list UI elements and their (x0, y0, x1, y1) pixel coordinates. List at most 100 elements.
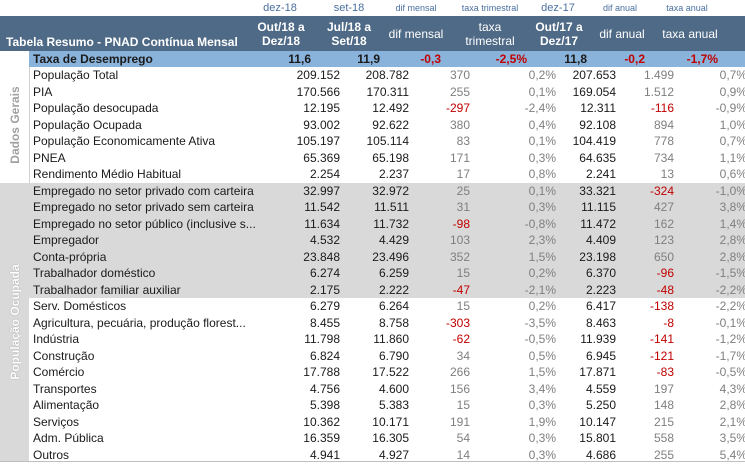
value-taxa-anual: 2,1% (719, 414, 745, 429)
value-previous: 92.622 (372, 117, 409, 132)
period-year-ago-label: dez-17 (541, 2, 575, 14)
row-label: Indústria (33, 332, 80, 346)
value-taxa-anual: 0,7% (719, 134, 745, 148)
value-taxa-trimestral: 0,3% (528, 431, 556, 445)
unemployment-dif-mensal: -0,3 (420, 52, 441, 66)
value-year-ago: 64.635 (579, 150, 616, 165)
row-label: PIA (33, 84, 53, 99)
value-dif-anual: 162 (653, 216, 674, 231)
table-row: Alimentação 5.398 5.383 15 0,3% 5.250 148 2,8% (29, 397, 745, 414)
table-row: Rendimento Médio Habitual 2.254 2.237 17 0,8… (29, 166, 745, 183)
value-taxa-anual: -0,9% (715, 101, 745, 115)
value-taxa-anual: -0,1% (715, 315, 745, 330)
value-taxa-anual: 4,3% (719, 381, 745, 396)
table-row: Agricultura, pecuária, produção florest.… (29, 315, 745, 332)
value-dif-mensal: 83 (456, 134, 470, 148)
value-current: 170.566 (296, 84, 340, 99)
table-row: População Total 209.152 208.782 370 0,2% 207.… (29, 67, 745, 84)
value-dif-anual: -116 (650, 101, 674, 115)
unemployment-previous: 11,9 (357, 52, 380, 66)
value-taxa-anual: 1,1% (719, 150, 745, 165)
value-dif-anual: 1.499 (643, 68, 674, 82)
unemployment-taxa-anual: -1,7% (686, 52, 718, 66)
value-year-ago: 11.115 (581, 200, 616, 214)
value-dif-mensal: 54 (456, 431, 470, 445)
value-taxa-anual: 0,6% (719, 167, 745, 181)
row-label: Empregador (33, 233, 100, 247)
value-dif-anual: 778 (653, 134, 674, 148)
row-label: Adm. Pública (33, 431, 104, 445)
table-row: Comércio 17.788 17.522 266 1,5% 17.871 -83 -0,5… (29, 364, 745, 381)
value-dif-mensal: -303 (445, 315, 470, 330)
period-previous-label: set-18 (333, 2, 365, 14)
value-year-ago: 6.945 (585, 348, 616, 363)
value-current: 65.369 (303, 150, 340, 165)
table-row: Empregado no setor público (inclusive s.… (29, 215, 745, 232)
table-row: Transportes 4.756 4.600 156 3,4% 4.559 197 4,3% (29, 381, 745, 398)
value-taxa-trimestral: 0,3% (528, 398, 556, 412)
table-title: Tabela Resumo - PNAD Contínua Mensal (6, 35, 238, 49)
value-previous: 23.496 (372, 249, 409, 264)
unemployment-current: 11,6 (288, 52, 311, 66)
value-year-ago: 4.409 (585, 233, 616, 247)
value-dif-mensal: 103 (449, 233, 470, 247)
value-dif-anual: 427 (653, 200, 674, 214)
row-label: Agricultura, pecuária, produção florest.… (33, 315, 246, 330)
table-bottom-border (0, 461, 745, 462)
value-dif-mensal: 380 (449, 117, 470, 132)
value-current: 2.254 (309, 167, 340, 181)
value-current: 12.195 (303, 101, 340, 115)
table-row: PIA 170.566 170.311 255 0,1% 169.054 1.512 0,9% (29, 84, 745, 101)
header-col-previous: Jul/18 a Set/18 (326, 19, 372, 48)
value-year-ago: 23.198 (579, 249, 616, 264)
value-dif-mensal: 34 (456, 348, 470, 363)
value-previous: 16.305 (372, 431, 409, 445)
value-dif-mensal: 171 (449, 150, 470, 165)
row-label: Trabalhador doméstico (33, 266, 156, 280)
value-taxa-trimestral: 0,1% (528, 134, 556, 148)
value-taxa-anual: 3,5% (719, 431, 745, 445)
value-year-ago: 6.417 (585, 299, 616, 313)
value-dif-mensal: 352 (449, 249, 470, 264)
row-label: Comércio (33, 365, 85, 379)
value-taxa-anual: 1,0% (719, 117, 745, 132)
value-taxa-trimestral: 0,3% (528, 447, 556, 462)
value-year-ago: 11.939 (580, 332, 616, 346)
value-taxa-trimestral: 0,8% (528, 167, 556, 181)
value-dif-anual: 734 (653, 150, 674, 165)
value-taxa-anual: 3,8% (719, 200, 745, 214)
value-dif-mensal: -297 (445, 101, 470, 115)
value-current: 93.002 (303, 117, 340, 132)
taxa-anual-top-label: taxa anual (666, 3, 708, 13)
table-row: Conta-própria 23.848 23.496 352 1,5% 23.198 65… (29, 248, 745, 265)
value-current: 4.756 (309, 381, 340, 396)
value-year-ago: 5.250 (585, 398, 616, 412)
value-taxa-trimestral: -0,5% (524, 332, 556, 346)
value-current: 6.824 (309, 348, 340, 363)
value-previous: 6.264 (378, 299, 409, 313)
value-dif-mensal: -98 (452, 216, 470, 231)
value-year-ago: 8.463 (585, 315, 616, 330)
unemployment-dif-anual: -0,2 (624, 52, 645, 66)
value-previous: 11.732 (373, 216, 409, 231)
row-label: Empregado no setor privado sem carteira (33, 200, 254, 214)
value-previous: 10.171 (372, 414, 409, 429)
value-year-ago: 92.108 (579, 117, 616, 132)
value-previous: 11.860 (373, 332, 409, 346)
value-current: 17.788 (303, 365, 340, 379)
value-taxa-trimestral: 2,3% (528, 233, 556, 247)
value-year-ago: 169.054 (572, 84, 616, 99)
header-col-taxa-anual: taxa anual (662, 26, 718, 41)
value-dif-anual: -141 (649, 332, 674, 346)
value-dif-anual: 255 (653, 447, 674, 462)
row-label: Serv. Domésticos (33, 299, 127, 313)
value-year-ago: 2.223 (585, 282, 616, 297)
taxa-trimestral-top-label: taxa trimestral (461, 3, 519, 13)
value-dif-anual: 1.512 (643, 84, 674, 99)
value-dif-anual: -96 (656, 266, 674, 280)
value-taxa-anual: 2,8% (719, 233, 745, 247)
row-label: População Total (33, 68, 119, 82)
value-taxa-anual: -0,5% (715, 365, 745, 379)
value-taxa-trimestral: 3,4% (528, 381, 556, 396)
table-row: Adm. Pública 16.359 16.305 54 0,3% 15.801 558 3… (29, 430, 745, 447)
